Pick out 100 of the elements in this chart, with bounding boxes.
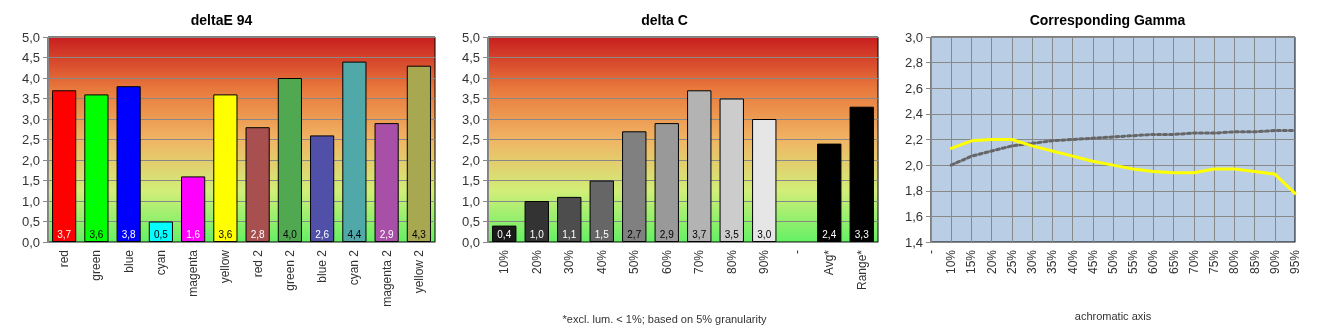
chart-title: Corresponding Gamma — [1029, 12, 1186, 28]
data-label: 0,5 — [153, 228, 169, 240]
x-tick-label: 40% — [594, 249, 609, 275]
x-tick-label: 90% — [1267, 249, 1282, 275]
x-tick-label: green 2 — [282, 249, 297, 291]
y-tick-label: 4,5 — [461, 50, 480, 65]
x-tick-label: 40% — [1065, 249, 1080, 275]
x-tick-label: 90% — [757, 249, 772, 275]
x-tick-label: - — [789, 250, 804, 254]
y-tick-label: 4,5 — [21, 50, 40, 65]
x-tick-label: 30% — [1025, 249, 1040, 275]
y-tick-label: 2,2 — [904, 132, 923, 147]
y-tick-label: 0,5 — [21, 214, 40, 229]
x-tick-label: 70% — [1186, 249, 1201, 275]
x-tick-label: yellow 2 — [411, 249, 426, 294]
x-tick-label: 55% — [1126, 249, 1141, 275]
data-label: 2,4 — [822, 228, 837, 240]
y-tick-label: 2,0 — [461, 152, 480, 168]
data-label: 2,8 — [250, 228, 266, 240]
x-tick-label: blue — [121, 249, 136, 273]
x-tick-label: 10% — [497, 249, 512, 275]
data-label: 3,8 — [121, 228, 137, 240]
y-tick-label: 3,0 — [21, 111, 40, 127]
y-tick-label: 2,0 — [21, 152, 40, 168]
x-tick-label: 75% — [1207, 249, 1222, 275]
y-tick-label: 5,0 — [461, 29, 480, 45]
x-tick-label: 70% — [692, 249, 707, 275]
x-tick-label: red 2 — [250, 249, 265, 278]
y-tick-label: 1,4 — [904, 234, 923, 250]
x-tick-label: 80% — [724, 249, 739, 275]
x-tick-label: cyan — [153, 250, 168, 276]
text: *excl. lum. < 1%; based on 5% granularity — [562, 312, 767, 325]
x-tick-label: red — [57, 250, 72, 268]
x-axis-title: achromatic axis — [1074, 309, 1152, 322]
data-label: 4,0 — [282, 228, 298, 240]
y-tick-label: 3,0 — [904, 29, 923, 45]
data-label: 2,7 — [627, 228, 642, 240]
y-tick-label: 4,0 — [461, 70, 480, 86]
y-tick-label: 1,5 — [21, 173, 40, 188]
y-tick-label: 4,0 — [21, 70, 40, 86]
x-tick-label: magenta — [186, 249, 201, 297]
x-tick-label: 35% — [1045, 249, 1060, 275]
x-tick-label: blue 2 — [315, 249, 330, 283]
y-tick-label: 2,8 — [904, 55, 923, 71]
x-tick-label: 65% — [1166, 249, 1181, 275]
x-tick-label: cyan 2 — [347, 249, 362, 286]
chart-title: delta C — [641, 12, 688, 28]
y-tick-label: 0,0 — [21, 234, 40, 250]
y-tick-label: 1,8 — [904, 183, 923, 199]
x-tick-label: 15% — [964, 249, 979, 275]
data-label: 3,7 — [692, 228, 707, 240]
x-tick-label: 45% — [1085, 249, 1100, 275]
y-tick-label: 2,5 — [21, 132, 40, 147]
x-tick-label: Range* — [854, 249, 869, 291]
data-label: 1,5 — [594, 228, 610, 240]
x-tick-label: 95% — [1288, 249, 1302, 275]
x-tick-label: 30% — [562, 249, 577, 275]
y-tick-label: 3,5 — [461, 91, 480, 106]
y-tick-label: 3,5 — [21, 91, 40, 106]
x-tick-label: 50% — [627, 249, 642, 275]
x-tick-label: 20% — [529, 249, 544, 275]
data-label: 1,6 — [186, 228, 201, 240]
data-label: 2,6 — [315, 228, 330, 240]
data-label: 0,4 — [497, 228, 512, 240]
y-tick-label: 1,0 — [21, 193, 40, 209]
x-tick-label: 20% — [984, 249, 999, 275]
chart-title: deltaE 94 — [190, 12, 253, 28]
line-series — [949, 138, 1297, 195]
data-label: 3,6 — [218, 228, 233, 240]
data-label: 3,6 — [89, 228, 104, 240]
data-label: 3,5 — [724, 228, 740, 240]
y-tick-label: 0,5 — [461, 214, 480, 229]
y-tick-label: 1,0 — [461, 193, 480, 209]
y-tick-label: 1,5 — [461, 173, 480, 188]
y-tick-label: 1,6 — [904, 208, 923, 224]
x-tick-label: 60% — [1146, 249, 1161, 275]
x-tick-label: yellow — [218, 249, 233, 284]
x-tick-label: - — [924, 250, 938, 254]
data-label: 3,0 — [757, 228, 772, 240]
data-label: 2,9 — [379, 228, 395, 240]
x-tick-label: 60% — [659, 249, 674, 275]
x-tick-label: Avg* — [822, 249, 837, 276]
data-label: 3,7 — [57, 228, 72, 240]
y-tick-label: 5,0 — [21, 29, 40, 45]
y-tick-label: 2,5 — [461, 132, 480, 147]
x-tick-label: 80% — [1227, 249, 1242, 275]
data-label: 1,1 — [562, 228, 577, 240]
data-label: 3,3 — [854, 228, 870, 240]
data-label: 2,9 — [659, 228, 675, 240]
x-tick-label: 85% — [1247, 249, 1262, 275]
x-tick-label: green — [89, 250, 104, 281]
data-label: 1,0 — [529, 228, 545, 240]
x-tick-label: 25% — [1004, 249, 1019, 275]
data-label: 4,4 — [347, 228, 362, 240]
y-tick-label: 2,0 — [904, 157, 923, 173]
y-tick-label: 3,0 — [461, 111, 480, 127]
y-tick-label: 0,0 — [461, 234, 480, 250]
line-series — [949, 129, 1297, 167]
x-tick-label: 10% — [944, 249, 959, 275]
y-tick-label: 2,4 — [904, 106, 923, 122]
